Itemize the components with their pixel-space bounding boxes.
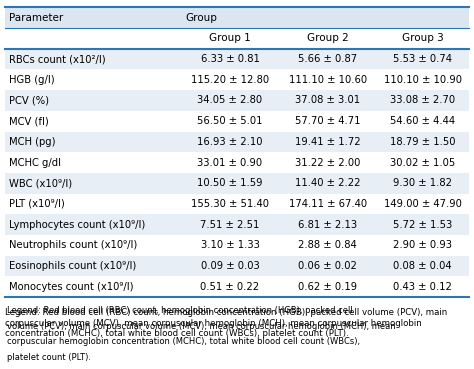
Text: 10.50 ± 1.59: 10.50 ± 1.59	[197, 178, 263, 188]
Text: 0.51 ± 0.22: 0.51 ± 0.22	[201, 282, 260, 292]
Text: Lymphocytes count (x10⁹/l): Lymphocytes count (x10⁹/l)	[9, 220, 145, 230]
Text: 0.43 ± 0.12: 0.43 ± 0.12	[393, 282, 452, 292]
Text: 33.01 ± 0.90: 33.01 ± 0.90	[198, 158, 263, 168]
Text: 155.30 ± 51.40: 155.30 ± 51.40	[191, 199, 269, 209]
Text: 174.11 ± 67.40: 174.11 ± 67.40	[289, 199, 367, 209]
Text: RBCs count (x10²/l): RBCs count (x10²/l)	[9, 54, 105, 64]
Text: Neutrophils count (x10⁹/l): Neutrophils count (x10⁹/l)	[9, 240, 137, 250]
Bar	[5, 235, 469, 256]
Text: 11.40 ± 2.22: 11.40 ± 2.22	[295, 178, 360, 188]
Text: Group 3: Group 3	[402, 34, 444, 44]
Text: 115.20 ± 12.80: 115.20 ± 12.80	[191, 75, 269, 85]
Text: 0.08 ± 0.04: 0.08 ± 0.04	[393, 261, 452, 271]
Text: 54.60 ± 4.44: 54.60 ± 4.44	[390, 116, 456, 126]
Text: 7.51 ± 2.51: 7.51 ± 2.51	[201, 220, 260, 230]
Bar	[5, 111, 469, 131]
Bar	[5, 131, 469, 152]
Text: 37.08 ± 3.01: 37.08 ± 3.01	[295, 96, 360, 106]
Bar	[5, 194, 469, 214]
Text: Eosinophils count (x10⁹/l): Eosinophils count (x10⁹/l)	[9, 261, 136, 271]
Text: 30.02 ± 1.05: 30.02 ± 1.05	[390, 158, 456, 168]
Text: WBC (x10⁹/l): WBC (x10⁹/l)	[9, 178, 72, 188]
Text: PLT (x10⁹/l): PLT (x10⁹/l)	[9, 199, 64, 209]
Text: 57.70 ± 4.71: 57.70 ± 4.71	[295, 116, 360, 126]
Text: Monocytes count (x10⁹/l): Monocytes count (x10⁹/l)	[9, 282, 133, 292]
Text: Group 2: Group 2	[307, 34, 348, 44]
Text: MCV (fl): MCV (fl)	[9, 116, 48, 126]
Text: Group 1: Group 1	[209, 34, 251, 44]
Bar	[5, 214, 469, 235]
Bar	[5, 152, 469, 173]
Text: 5.53 ± 0.74: 5.53 ± 0.74	[393, 54, 452, 64]
Text: Parameter: Parameter	[9, 13, 63, 23]
Text: 2.90 ± 0.93: 2.90 ± 0.93	[393, 240, 452, 250]
Bar	[5, 256, 469, 276]
Text: 31.22 ± 2.00: 31.22 ± 2.00	[295, 158, 360, 168]
Text: 0.62 ± 0.19: 0.62 ± 0.19	[298, 282, 357, 292]
Text: 33.08 ± 2.70: 33.08 ± 2.70	[390, 96, 456, 106]
Text: 6.81 ± 2.13: 6.81 ± 2.13	[298, 220, 357, 230]
Text: corpuscular hemoglobin concentration (MCHC), total white blood cell count (WBCs): corpuscular hemoglobin concentration (MC…	[7, 337, 360, 346]
Text: 0.09 ± 0.03: 0.09 ± 0.03	[201, 261, 259, 271]
Text: 2.88 ± 0.84: 2.88 ± 0.84	[298, 240, 357, 250]
Text: MCHC g/dl: MCHC g/dl	[9, 158, 61, 168]
Text: 56.50 ± 5.01: 56.50 ± 5.01	[197, 116, 263, 126]
Text: platelet count (PLT).: platelet count (PLT).	[7, 353, 91, 362]
Text: Legend: Red blood cell (RBC) count, hemoglobin concentration (HGB), packed cell : Legend: Red blood cell (RBC) count, hemo…	[5, 308, 447, 338]
Text: HGB (g/l): HGB (g/l)	[9, 75, 54, 85]
Text: 18.79 ± 1.50: 18.79 ± 1.50	[390, 137, 456, 147]
Bar	[5, 28, 469, 49]
Text: PCV (%): PCV (%)	[9, 96, 48, 106]
Text: Legend: Red blood cell (RBC) count, hemoglobin concentration (HGB), packed cell: Legend: Red blood cell (RBC) count, hemo…	[7, 306, 353, 315]
Bar	[5, 7, 469, 28]
Text: 9.30 ± 1.82: 9.30 ± 1.82	[393, 178, 452, 188]
Text: 149.00 ± 47.90: 149.00 ± 47.90	[384, 199, 462, 209]
Text: 110.10 ± 10.90: 110.10 ± 10.90	[384, 75, 462, 85]
Text: 19.41 ± 1.72: 19.41 ± 1.72	[295, 137, 360, 147]
Bar	[5, 173, 469, 194]
Bar	[5, 69, 469, 90]
Bar	[5, 49, 469, 69]
Bar	[5, 90, 469, 111]
Text: 5.66 ± 0.87: 5.66 ± 0.87	[298, 54, 357, 64]
Text: 34.05 ± 2.80: 34.05 ± 2.80	[198, 96, 263, 106]
Text: 5.72 ± 1.53: 5.72 ± 1.53	[393, 220, 452, 230]
Text: volume (PCV), main corpuscular volume (MCV), mean corpuscular hemoglobin (MCH), : volume (PCV), main corpuscular volume (M…	[7, 322, 396, 331]
Text: 16.93 ± 2.10: 16.93 ± 2.10	[197, 137, 263, 147]
Text: MCH (pg): MCH (pg)	[9, 137, 55, 147]
Text: 0.06 ± 0.02: 0.06 ± 0.02	[298, 261, 357, 271]
Bar	[5, 276, 469, 297]
Text: 111.10 ± 10.60: 111.10 ± 10.60	[289, 75, 367, 85]
Text: 6.33 ± 0.81: 6.33 ± 0.81	[201, 54, 259, 64]
Text: Group: Group	[185, 13, 217, 23]
Text: 3.10 ± 1.33: 3.10 ± 1.33	[201, 240, 259, 250]
